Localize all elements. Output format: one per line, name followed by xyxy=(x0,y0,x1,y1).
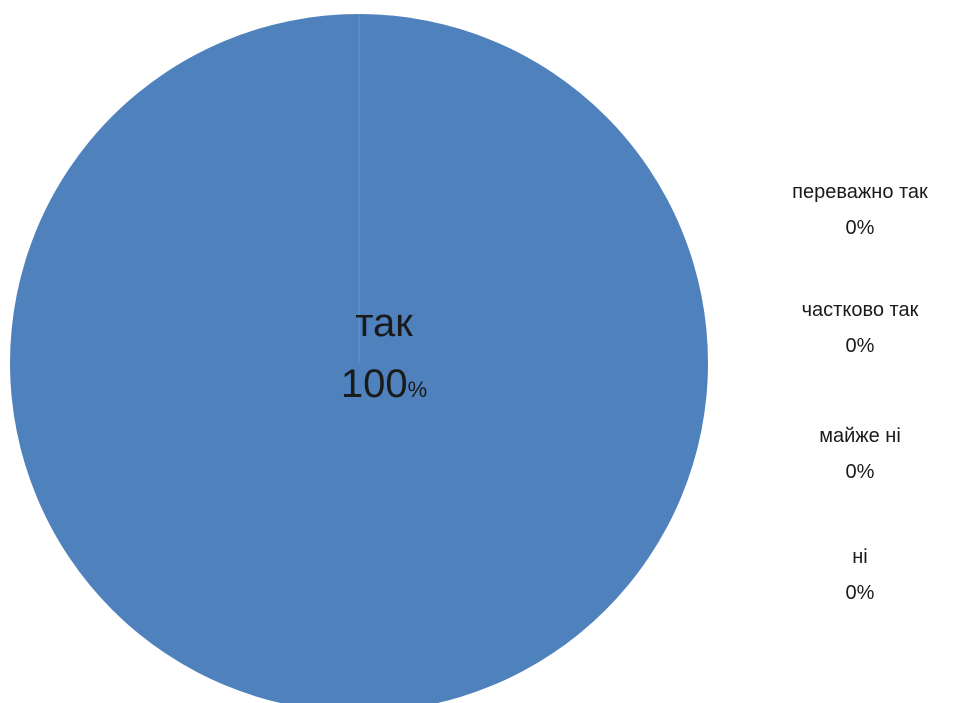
slice-label-name-3: майже ні xyxy=(819,425,901,447)
slice-label-name-1: переважно так xyxy=(792,181,928,203)
slice-label-value-3: 0% xyxy=(846,461,875,483)
slice-label-name-0: так xyxy=(355,301,413,345)
slice-label-value-2: 0% xyxy=(846,335,875,357)
slice-label-name-2: частково так xyxy=(802,299,919,321)
slice-label-value-1: 0% xyxy=(846,217,875,239)
pie-slices xyxy=(10,14,708,703)
slice-label-value-0: 100% xyxy=(341,362,427,406)
pie-labels: так 100% переважно так 0% частково так 0% майж… xyxy=(341,181,928,604)
slice-label-name-4: ні xyxy=(852,546,868,568)
slice-label-value-4: 0% xyxy=(846,582,875,604)
